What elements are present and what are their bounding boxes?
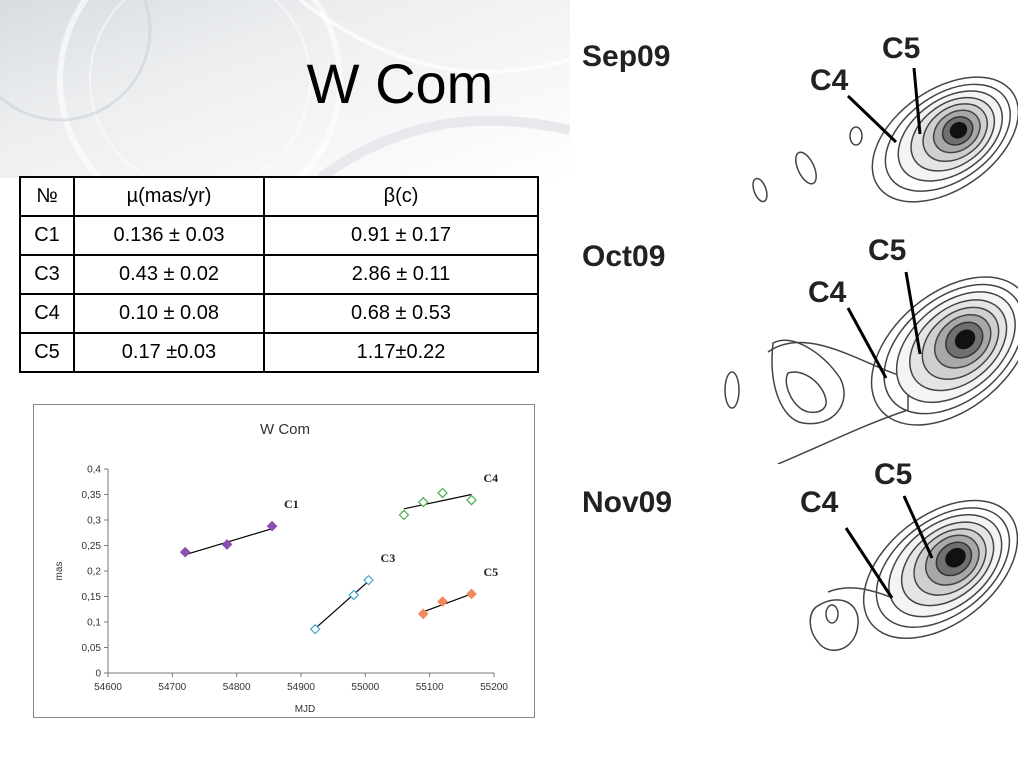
table-cell: 0.136 ± 0.03 — [73, 215, 265, 256]
data-point-c1 — [179, 546, 191, 558]
fit-line-c3 — [313, 580, 369, 631]
data-point-c3 — [309, 623, 321, 635]
x-tick-label: 55100 — [416, 682, 444, 693]
data-point-c5 — [437, 596, 448, 607]
column-header: β(c) — [263, 176, 539, 217]
data-point-c4 — [437, 487, 448, 499]
c4-label: C4 — [800, 486, 839, 519]
table-row: C3 0.43 ± 0.02 2.86 ± 0.11 — [19, 254, 539, 295]
epoch-label: Nov09 — [582, 486, 673, 519]
contour-map — [809, 495, 1018, 651]
y-tick-label: 0 — [95, 669, 101, 680]
table-cell: 1.17±0.22 — [263, 332, 539, 373]
series-label-c3: C3 — [381, 551, 396, 565]
table-cell: 0.43 ± 0.02 — [73, 254, 265, 295]
table-cell: 0.91 ± 0.17 — [263, 215, 539, 256]
series-label-c5: C5 — [483, 565, 498, 579]
c4-label: C4 — [808, 276, 847, 309]
data-point-c4 — [417, 496, 429, 508]
chart-canvas: W Com 0 0,05 0,1 0,15 0,2 0,25 0,3 0,35 0,4 54600 5… — [54, 421, 508, 715]
table-cell: C4 — [19, 293, 75, 334]
c5-label: C5 — [882, 32, 921, 65]
title-background — [0, 0, 570, 178]
y-tick-label: 0,15 — [82, 592, 102, 603]
table-cell: C3 — [19, 254, 75, 295]
data-point-c5 — [417, 608, 429, 620]
table-row: C1 0.136 ± 0.03 0.91 ± 0.17 — [19, 215, 539, 256]
slide-title: W Com — [306, 52, 494, 115]
fit-line-c4 — [403, 493, 472, 510]
data-point-c3 — [348, 589, 360, 601]
c5-label: C5 — [868, 234, 907, 267]
table-row: C4 0.10 ± 0.08 0.68 ± 0.53 — [19, 293, 539, 334]
contour-map — [752, 67, 1018, 203]
epoch-label: Oct09 — [582, 240, 666, 273]
data-point-c1 — [266, 520, 278, 532]
x-tick-label: 54700 — [158, 682, 186, 693]
contour-panel-sep09: Sep09 C4 C5 — [578, 30, 1018, 220]
y-tick-label: 0,1 — [87, 618, 101, 629]
data-point-c3 — [363, 574, 374, 586]
column-header: № — [19, 176, 75, 217]
proper-motion-table: № µ(mas/yr) β(c) C1 0.136 ± 0.03 0.91 ± … — [19, 176, 539, 373]
fit-line-c5 — [423, 593, 472, 613]
contour-panel-oct09: Oct09 C4 C5 — [578, 228, 1018, 464]
x-tick-label: 54900 — [287, 682, 315, 693]
decorative-swirl — [0, 0, 570, 178]
table-cell: 0.17 ±0.03 — [73, 332, 265, 373]
data-point-c4 — [398, 509, 410, 521]
y-tick-label: 0,05 — [82, 643, 102, 654]
y-tick-label: 0,4 — [87, 465, 101, 476]
contour-panel-nov09: Nov09 C4 C5 — [578, 452, 1018, 662]
table-header-row: № µ(mas/yr) β(c) — [19, 176, 539, 217]
y-tick-label: 0,2 — [87, 567, 101, 578]
x-tick-label: 55200 — [480, 682, 508, 693]
epoch-label: Sep09 — [582, 40, 671, 73]
chart-title: W Com — [260, 421, 310, 438]
table-row: C5 0.17 ±0.03 1.17±0.22 — [19, 332, 539, 373]
x-tick-label: 55000 — [351, 682, 379, 693]
x-axis-label: MJD — [295, 704, 316, 715]
column-header: µ(mas/yr) — [73, 176, 265, 217]
x-tick-label: 54600 — [94, 682, 122, 693]
y-tick-label: 0,35 — [82, 490, 102, 501]
contour-map — [724, 271, 1018, 464]
table-cell: C5 — [19, 332, 75, 373]
series-label-c4: C4 — [483, 471, 498, 485]
data-point-c1 — [221, 539, 233, 550]
c5-label: C5 — [874, 458, 913, 491]
table-cell: C1 — [19, 215, 75, 256]
table-cell: 0.68 ± 0.53 — [263, 293, 539, 334]
y-tick-label: 0,25 — [82, 541, 102, 552]
table-cell: 2.86 ± 0.11 — [263, 254, 539, 295]
table-cell: 0.10 ± 0.08 — [73, 293, 265, 334]
proper-motion-chart: W Com 0 0,05 0,1 0,15 0,2 0,25 0,3 0,35 0,4 54600 5… — [33, 404, 535, 718]
series-label-c1: C1 — [284, 497, 299, 511]
data-point-c4 — [466, 494, 477, 506]
y-axis-label: mas — [54, 562, 65, 581]
data-point-c5 — [466, 588, 477, 600]
c4-label: C4 — [810, 64, 849, 97]
x-tick-label: 54800 — [223, 682, 251, 693]
y-tick-label: 0,3 — [87, 516, 101, 527]
